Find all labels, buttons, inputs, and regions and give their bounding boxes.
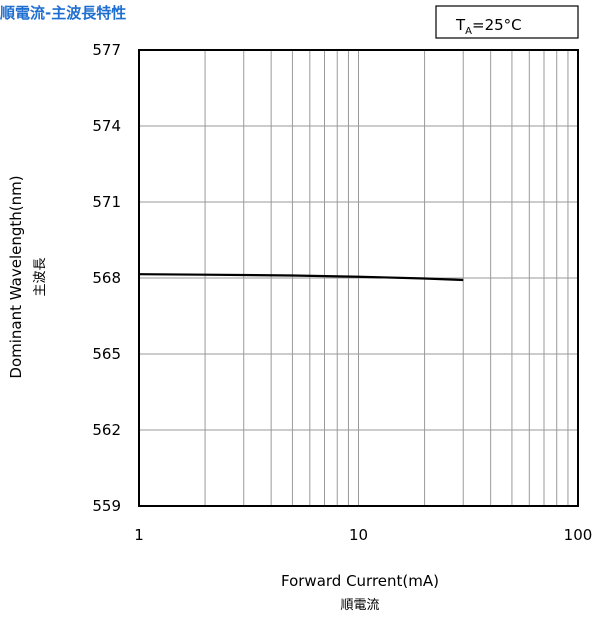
condition-label: TA=25°C: [455, 16, 522, 37]
condition-subscript: A: [465, 26, 472, 37]
x-tick-label: 10: [349, 526, 368, 544]
chart-title: 順電流-主波長特性: [0, 4, 127, 22]
y-tick-label: 559: [92, 497, 121, 515]
y-tick-label: 562: [92, 421, 121, 439]
x-tick-labels: 1 10 100: [134, 526, 592, 544]
series-line: [138, 273, 464, 282]
y-tick-label: 577: [92, 41, 121, 59]
grid: [139, 50, 578, 506]
y-tick-label: 571: [92, 193, 121, 211]
y-axis-sublabel: 主波長: [33, 257, 48, 296]
series-group: [138, 273, 464, 282]
x-tick-label: 1: [134, 526, 144, 544]
x-axis-label: Forward Current(mA): [281, 572, 439, 590]
y-tick-label: 568: [92, 269, 121, 287]
x-axis-sublabel: 順電流: [340, 598, 379, 613]
y-tick-label: 574: [92, 117, 121, 135]
plot-frame: [138, 49, 579, 507]
condition-box: TA=25°C: [435, 5, 579, 39]
y-tick-labels: 559 562 565 568 571 574 577: [92, 41, 121, 515]
condition-symbol: T: [455, 16, 466, 34]
condition-value: =25°C: [472, 16, 522, 34]
y-tick-label: 565: [92, 345, 121, 363]
x-tick-label: 100: [564, 526, 593, 544]
y-axis-label: Dominant Wavelength(nm): [7, 175, 25, 378]
